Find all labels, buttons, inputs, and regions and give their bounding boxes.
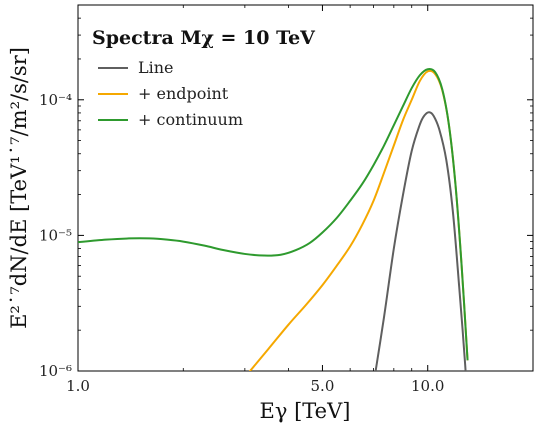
legend-title: Spectra Mχ = 10 TeV (92, 27, 316, 49)
plot-frame (77, 4, 534, 372)
legend-label: + continuum (138, 110, 243, 129)
x-axis-label: Eγ [TeV] (260, 399, 351, 423)
series-line-line (374, 111, 467, 371)
legend: Spectra Mχ = 10 TeV Line + endpoint + cont… (92, 27, 316, 129)
x-tick-label: 1.0 (66, 377, 90, 395)
y-tick-label: 10⁻⁴ (39, 91, 72, 109)
y-axis-label: E²˙⁷dN/dE [TeV¹˙⁷/m²/s/sr] (7, 47, 31, 329)
x-tick-label: 10.0 (411, 377, 444, 395)
series-layer (78, 68, 469, 371)
tick-labels: 1.0 5.0 10.0 10⁻⁶ 10⁻⁵ 10⁻⁴ (39, 91, 444, 395)
legend-label: Line (138, 58, 174, 77)
y-tick-label: 10⁻⁵ (39, 226, 72, 244)
legend-label: + endpoint (138, 84, 229, 103)
series-line-continuum (78, 68, 469, 361)
y-tick-label: 10⁻⁶ (39, 362, 72, 380)
x-tick-label: 5.0 (311, 377, 335, 395)
